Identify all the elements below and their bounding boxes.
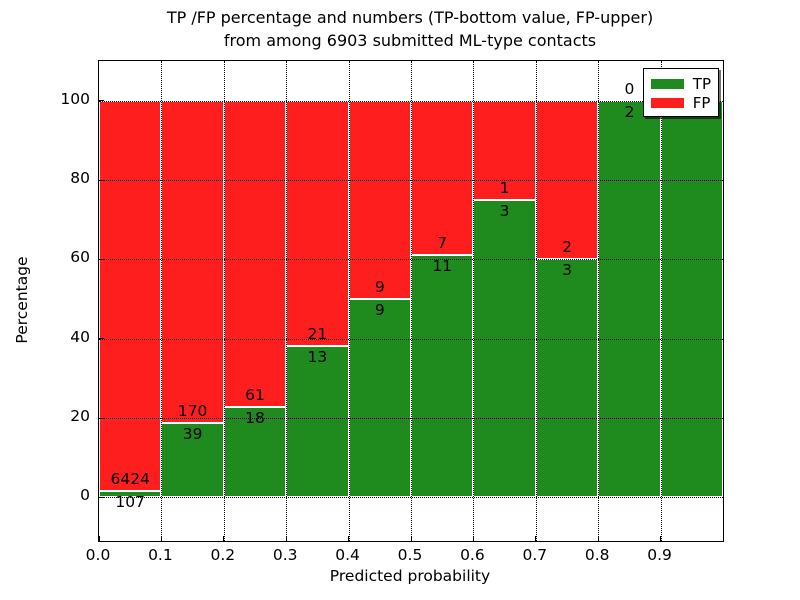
vertical-gridline: [660, 61, 662, 541]
tp-count-label: 18: [245, 408, 265, 427]
tp-count-label: 3: [499, 201, 510, 220]
y-tick-label: 20: [70, 407, 90, 426]
vertical-gridline: [223, 61, 225, 541]
fp-count-label: 61: [245, 385, 265, 404]
x-tick-label: 0.0: [85, 546, 111, 564]
tp-count-label: 2: [624, 102, 635, 121]
vertical-gridline: [286, 61, 288, 541]
fp-count-label: 6424: [110, 469, 150, 488]
x-tick-mark: [660, 536, 662, 541]
x-tick-label: 0.2: [210, 546, 236, 564]
legend-entry: TP: [650, 74, 711, 93]
vertical-gridline: [348, 61, 350, 541]
y-tick-label: 100: [60, 89, 90, 108]
tp-count-label: 9: [374, 301, 385, 320]
x-tick-label: 0.1: [148, 546, 173, 564]
y-tick-mark: [99, 100, 104, 102]
fp-count-label: 9: [374, 278, 385, 297]
bar-segment-fp: [99, 100, 162, 491]
bar-segment-fp: [223, 100, 287, 407]
tp-count-label: 107: [115, 492, 145, 511]
bar-segment-tp: [598, 100, 661, 498]
fp-count-label: 1: [499, 178, 510, 197]
x-tick-label: 0.6: [460, 546, 485, 564]
y-tick-label: 40: [70, 327, 90, 346]
bar-segment-tp: [348, 299, 411, 498]
chart-title-line1: TP /FP percentage and numbers (TP-bottom…: [166, 8, 654, 27]
fp-count-label: 0: [624, 79, 635, 98]
y-tick-mark: [99, 179, 104, 181]
vertical-gridline: [535, 61, 537, 541]
x-tick-mark: [597, 536, 599, 541]
x-tick-label: 0.3: [272, 546, 298, 564]
tp-count-label: 3: [562, 261, 572, 280]
x-tick-mark: [285, 536, 287, 541]
x-tick-mark: [223, 536, 225, 541]
fp-count-label: 170: [177, 402, 208, 421]
vertical-gridline: [473, 61, 475, 541]
fp-legend-swatch: [650, 97, 684, 108]
tp-legend-swatch: [650, 78, 684, 89]
x-tick-mark: [348, 536, 350, 541]
x-tick-mark: [410, 536, 412, 541]
y-tick-mark: [99, 258, 104, 260]
x-tick-label: 0.7: [522, 546, 548, 564]
vertical-gridline: [161, 61, 163, 541]
x-axis-label: Predicted probability: [329, 567, 491, 585]
bar-segment-tp: [99, 490, 162, 498]
fp-count-label: 2: [562, 238, 572, 257]
legend-entry: FP: [650, 93, 711, 112]
fp-count-label: 21: [307, 324, 328, 343]
chart-title: TP /FP percentage and numbers (TP-bottom…: [98, 6, 722, 52]
tp-count-label: 11: [432, 256, 453, 275]
y-tick-mark: [99, 496, 104, 498]
vertical-gridline: [411, 61, 412, 541]
bar-segment-fp: [411, 100, 474, 255]
x-tick-mark: [535, 536, 537, 541]
x-tick-label: 0.8: [584, 546, 610, 564]
chart-title-line2: from among 6903 submitted ML-type contac…: [223, 31, 597, 50]
x-tick-label: 0.9: [647, 546, 672, 564]
y-tick-label: 0: [80, 486, 90, 505]
y-tick-label: 60: [70, 248, 90, 267]
y-tick-mark: [99, 338, 104, 340]
bar-segment-fp: [348, 100, 411, 299]
legend-entry-label: TP: [692, 74, 711, 93]
bar-segment-tp: [286, 345, 349, 498]
bar-segment-tp: [535, 259, 599, 498]
bar-segment-tp: [411, 254, 474, 498]
legend: TP FP: [642, 68, 719, 117]
bar-segment-tp: [223, 406, 287, 498]
bar-segment-fp: [535, 100, 599, 260]
x-tick-label: 0.4: [335, 546, 360, 564]
tp-count-label: 13: [307, 347, 328, 366]
bar-segment-fp: [161, 100, 224, 424]
vertical-gridline: [598, 61, 600, 541]
y-tick-label: 80: [70, 169, 90, 187]
x-tick-mark: [160, 536, 162, 541]
bar-segment-tp: [660, 100, 723, 498]
x-tick-mark: [472, 536, 474, 541]
legend-entry-label: FP: [692, 93, 711, 112]
fp-count-label: 7: [437, 233, 448, 252]
x-tick-label: 0.5: [397, 546, 423, 564]
y-tick-mark: [99, 417, 104, 419]
tp-count-label: 39: [182, 425, 203, 444]
x-tick-mark: [98, 536, 100, 541]
